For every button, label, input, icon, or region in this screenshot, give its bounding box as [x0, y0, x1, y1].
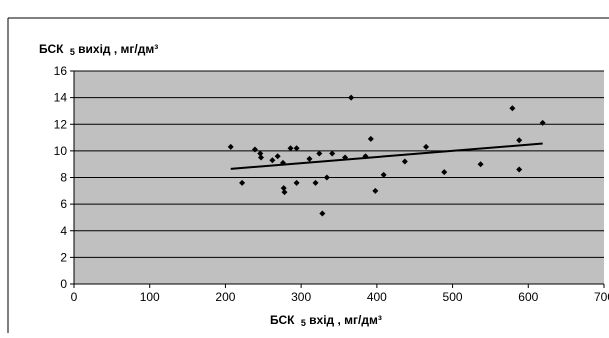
x-tick-label-500: 500: [443, 290, 463, 304]
data-points: [227, 94, 546, 217]
y-tick-label-2: 2: [60, 250, 67, 264]
data-point-4: [257, 150, 264, 157]
y-tick-label-12: 12: [54, 117, 68, 131]
data-point-30: [509, 105, 516, 112]
data-point-13: [293, 179, 300, 186]
y-tick-label-0: 0: [60, 277, 67, 291]
data-point-31: [516, 137, 523, 144]
y-tick-labels: 0 2 4 6 8 10 12 14 16: [54, 64, 74, 291]
data-point-26: [401, 158, 408, 165]
data-point-29: [477, 161, 484, 168]
data-point-19: [329, 150, 336, 157]
data-point-11: [287, 145, 294, 152]
y-tick-label-6: 6: [60, 197, 67, 211]
data-point-28: [441, 169, 448, 176]
gridlines: [74, 70, 604, 258]
data-point-24: [372, 187, 379, 194]
chart-title-rest: вихід , мг/дм³: [78, 42, 158, 56]
data-point-33: [539, 119, 546, 126]
x-axis-label: БСК 5 вхід , мг/дм³: [270, 313, 382, 329]
chart-title-main: БСК: [39, 42, 64, 56]
x-tick-label-0: 0: [71, 290, 78, 304]
x-tick-label-600: 600: [518, 290, 538, 304]
x-axis-label-rest: вхід , мг/дм³: [309, 313, 382, 327]
x-tick-label-100: 100: [140, 290, 160, 304]
x-tick-label-700: 700: [594, 290, 609, 304]
y-tick-label-16: 16: [54, 64, 68, 78]
x-axis-label-subscript: 5: [301, 318, 306, 328]
data-point-15: [312, 179, 319, 186]
y-tick-label-8: 8: [60, 171, 67, 185]
y-tick-label-10: 10: [54, 144, 68, 158]
data-point-25: [380, 171, 387, 178]
data-point-2: [239, 179, 246, 186]
data-point-9: [280, 185, 287, 192]
x-axis-label-main: БСК: [270, 313, 295, 327]
data-point-27: [423, 143, 430, 150]
data-point-20: [342, 154, 349, 161]
data-point-17: [319, 210, 326, 217]
data-point-16: [316, 150, 323, 157]
data-point-18: [323, 174, 330, 181]
y-tick-label-4: 4: [60, 224, 67, 238]
data-point-1: [227, 143, 234, 150]
x-tick-label-300: 300: [291, 290, 311, 304]
data-point-10: [281, 189, 288, 196]
chart-title: БСК 5 вихід , мг/дм³: [39, 42, 158, 58]
data-point-5: [258, 154, 265, 161]
x-tick-label-200: 200: [215, 290, 235, 304]
data-point-8: [279, 159, 286, 166]
data-point-21: [348, 94, 355, 101]
x-tick-labels: 0 100 200 300 400 500 600 700: [71, 284, 609, 304]
x-tick-label-400: 400: [367, 290, 387, 304]
data-point-32: [516, 166, 523, 173]
data-point-14: [306, 155, 313, 162]
data-point-12: [293, 145, 300, 152]
data-point-6: [269, 157, 276, 164]
data-point-22: [362, 153, 369, 160]
data-point-23: [367, 135, 374, 142]
chart-title-subscript: 5: [70, 47, 75, 57]
data-point-7: [274, 153, 281, 160]
y-tick-label-14: 14: [54, 91, 68, 105]
data-point-3: [251, 146, 258, 153]
